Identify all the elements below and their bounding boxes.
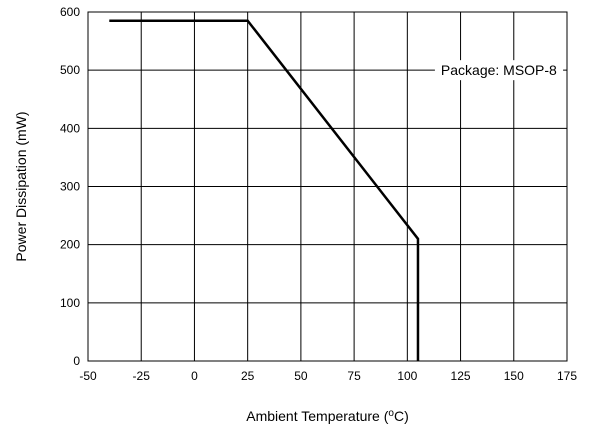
- series: [109, 19, 420, 361]
- y-tick-label: 100: [60, 296, 80, 310]
- x-axis-title-main: Ambient Temperature (: [246, 408, 388, 424]
- package-annotation-background: [434, 60, 564, 81]
- x-axis-title: Ambient Temperature (oC): [246, 408, 408, 425]
- x-tick-label: -50: [79, 369, 97, 383]
- y-tick-label: 500: [60, 63, 80, 77]
- power-derating-line: [109, 19, 420, 361]
- package-annotation-text: Package: MSOP-8: [441, 62, 557, 78]
- y-tick-label: 400: [60, 121, 80, 135]
- tick-labels: -50 -25 0 25 50 75 100 125 150 175 0 100 200 300 400 50…: [60, 5, 577, 383]
- y-tick-label: 200: [60, 238, 80, 252]
- x-tick-label: 25: [241, 369, 255, 383]
- x-tick-label: 75: [347, 369, 361, 383]
- x-tick-label: 0: [191, 369, 198, 383]
- x-tick-label: 150: [504, 369, 524, 383]
- package-annotation: Package: MSOP-8: [434, 60, 564, 81]
- x-axis-title-unit: C): [394, 408, 409, 424]
- plot-frame: [87, 11, 568, 362]
- y-axis-title: Power Dissipation (mW): [13, 111, 29, 261]
- x-tick-label: 125: [451, 369, 471, 383]
- x-tick-label: -25: [133, 369, 151, 383]
- x-tick-label: 50: [294, 369, 308, 383]
- y-tick-label: 600: [60, 5, 80, 19]
- x-axis-title-degree: o: [388, 408, 394, 419]
- y-tick-label: 300: [60, 180, 80, 194]
- y-tick-label: 0: [73, 354, 80, 368]
- x-tick-label: 100: [397, 369, 417, 383]
- x-tick-label: 175: [557, 369, 577, 383]
- annotations: Package: MSOP-8: [434, 60, 564, 81]
